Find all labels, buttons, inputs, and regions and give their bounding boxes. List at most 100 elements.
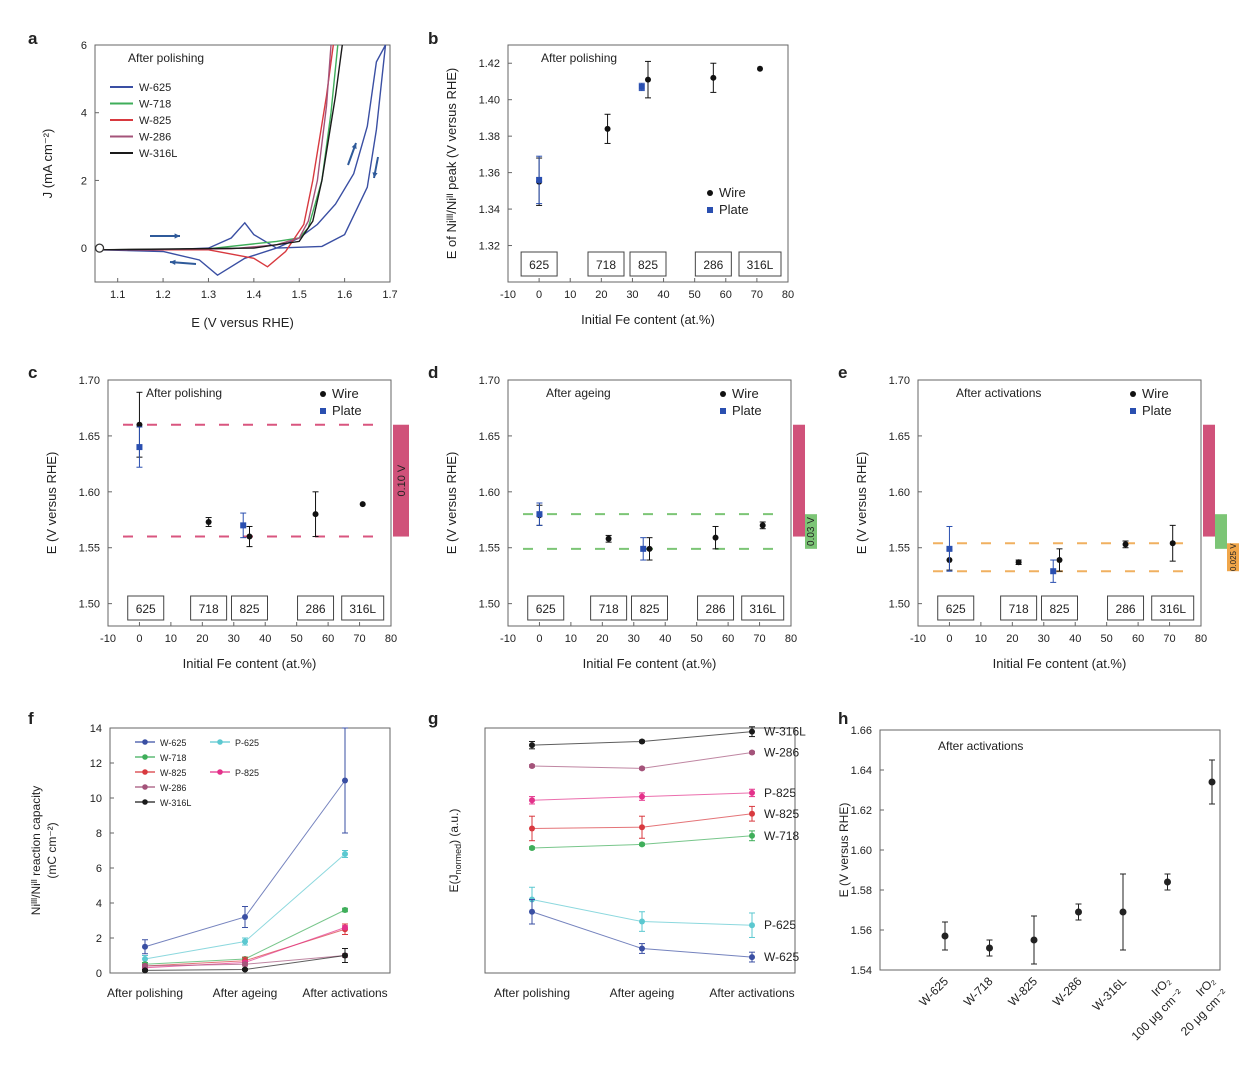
legend-marker [720, 408, 726, 414]
alloy-box [937, 595, 975, 621]
scan-arrow-head [170, 259, 176, 266]
x-category-label: W-625 [916, 974, 951, 1009]
data-point [1075, 908, 1082, 916]
panel-letter: c [28, 363, 37, 382]
panel-letter: g [428, 709, 438, 728]
legend-marker [707, 207, 713, 213]
alloy-box [127, 595, 165, 621]
legend-marker [142, 769, 148, 775]
data-point [749, 810, 755, 817]
y-axis-label: E (V versus RHE) [837, 803, 851, 898]
origin-marker [94, 243, 105, 253]
wire-point [759, 522, 766, 529]
series-end-label: P-625 [764, 918, 796, 932]
panel-letter: b [428, 29, 438, 48]
data-point [1030, 936, 1038, 944]
wire-point [757, 65, 763, 72]
x-tick-label: 70 [1163, 633, 1175, 645]
panel-e-axes [917, 379, 1202, 627]
y-tick-label: 1.70 [479, 375, 500, 387]
data-point [749, 749, 755, 756]
y-tick-label: 2 [96, 933, 102, 945]
x-tick-label: 1.1 [110, 289, 125, 301]
alloy-box [738, 251, 782, 277]
data-point [142, 963, 148, 969]
y-axis-label: E of Niᴵᴵᴵ/Niᴵᴵ peak (V versus RHE) [444, 68, 459, 259]
panel-b-axes [507, 44, 789, 283]
x-tick-label: 1.2 [155, 289, 170, 301]
y-tick-label: 6 [81, 40, 87, 52]
alloy-box [297, 595, 335, 621]
wire-point [136, 421, 143, 428]
data-point [639, 738, 645, 745]
x-tick-label: 60 [1132, 633, 1144, 645]
x-tick-label: 20 [1006, 633, 1018, 645]
alloy-box [341, 595, 385, 621]
potential-range-band [1215, 514, 1227, 549]
alloy-box-label: 718 [1009, 602, 1029, 616]
panel-h-axes [879, 729, 1221, 971]
alloy-box [590, 595, 628, 621]
series-end-label: W-625 [764, 950, 799, 964]
legend-entry: Wire [332, 386, 359, 401]
y-axis-label: (mC cm⁻²) [45, 822, 59, 878]
y-tick-label: 1.32 [479, 241, 500, 253]
x-tick-label: 80 [785, 633, 797, 645]
plate-point [240, 522, 247, 529]
band-label: 0.03 V [806, 517, 817, 546]
data-point [142, 943, 148, 950]
legend-marker [707, 190, 713, 196]
x-tick-label: 1.3 [201, 289, 216, 301]
alloy-box [697, 595, 735, 621]
alloy-box-label: 286 [706, 602, 726, 616]
alloy-box [1000, 595, 1038, 621]
alloy-box-label: 718 [596, 258, 616, 272]
data-point [1164, 878, 1171, 886]
legend-entry: P-625 [235, 738, 259, 748]
alloy-box-label: 316L [349, 602, 376, 616]
x-axis-label: E (V versus RHE) [191, 315, 294, 330]
alloy-box-label: 825 [1049, 602, 1069, 616]
x-tick-label: -10 [100, 633, 116, 645]
x-tick-label: -10 [910, 633, 926, 645]
legend-entry: W-718 [139, 99, 171, 111]
panel-f-axes [109, 727, 391, 974]
band-label: 0.025 V [1229, 543, 1238, 571]
panel-letter: h [838, 709, 848, 728]
alloy-box [631, 595, 668, 621]
y-tick-label: 1.50 [79, 599, 100, 611]
data-point [342, 907, 348, 913]
potential-range-band [393, 424, 409, 537]
x-category-label: W-718 [961, 974, 996, 1009]
y-axis-label: E (V versus RHE) [854, 452, 869, 555]
legend-entry: W-625 [160, 738, 186, 748]
series-end-label: W-286 [764, 746, 799, 760]
data-point [639, 945, 645, 952]
alloy-box [527, 595, 565, 621]
y-tick-label: 0 [96, 968, 102, 980]
x-tick-label: 20 [595, 289, 607, 301]
y-tick-label: 1.34 [479, 204, 500, 216]
plate-point [640, 545, 647, 552]
legend-entry: Wire [1142, 386, 1169, 401]
y-tick-label: 14 [90, 723, 102, 735]
wire-point [1056, 557, 1063, 564]
panel-annotation: After ageing [546, 386, 611, 400]
legend-marker [320, 391, 326, 397]
x-tick-label: 0 [136, 633, 142, 645]
x-category-label: After ageing [610, 986, 675, 1000]
y-tick-label: 1.66 [851, 725, 872, 737]
data-point [342, 851, 348, 857]
x-tick-label: 70 [751, 289, 763, 301]
plate-point [1050, 568, 1057, 575]
legend-entry: W-825 [139, 115, 171, 127]
wire-point [312, 511, 319, 518]
y-tick-label: 1.62 [851, 805, 872, 817]
series-line-W-625 [99, 44, 387, 277]
x-tick-label: 70 [753, 633, 765, 645]
alloy-box-label: 316L [1159, 602, 1186, 616]
x-tick-label: 10 [564, 289, 576, 301]
y-tick-label: 1.65 [479, 431, 500, 443]
wire-point [710, 74, 717, 81]
alloy-box-label: 316L [747, 258, 774, 272]
